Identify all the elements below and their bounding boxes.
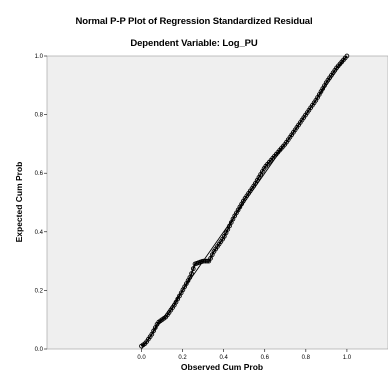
y-axis-label: Expected Cum Prob bbox=[14, 162, 24, 243]
x-axis-label: Observed Cum Prob bbox=[181, 362, 263, 372]
data-point bbox=[190, 266, 196, 272]
data-point bbox=[187, 275, 193, 280]
chart-subtitle: Dependent Variable: Log_PU bbox=[130, 38, 258, 49]
y-tick-label: 0.8 bbox=[35, 113, 44, 119]
y-tick-label: 0.0 bbox=[35, 347, 44, 353]
x-tick-label: 1.0 bbox=[343, 355, 352, 361]
x-tick-label: 0.6 bbox=[261, 355, 270, 361]
x-tick-label: 0.0 bbox=[137, 355, 146, 361]
x-tick-label: 0.2 bbox=[178, 355, 187, 361]
data-point bbox=[208, 256, 213, 261]
y-tick-label: 0.4 bbox=[35, 230, 44, 236]
y-tick-label: 1.0 bbox=[35, 54, 44, 60]
y-tick-label: 0.6 bbox=[35, 171, 44, 177]
y-tick-label: 0.2 bbox=[35, 288, 44, 294]
data-point bbox=[189, 271, 194, 276]
data-point bbox=[344, 53, 350, 59]
x-tick-label: 0.4 bbox=[219, 355, 228, 361]
x-tick-label: 0.8 bbox=[302, 355, 311, 361]
data-point bbox=[204, 258, 210, 264]
plot-area bbox=[46, 55, 388, 350]
chart-title: Normal P-P Plot of Regression Standardiz… bbox=[75, 16, 313, 27]
